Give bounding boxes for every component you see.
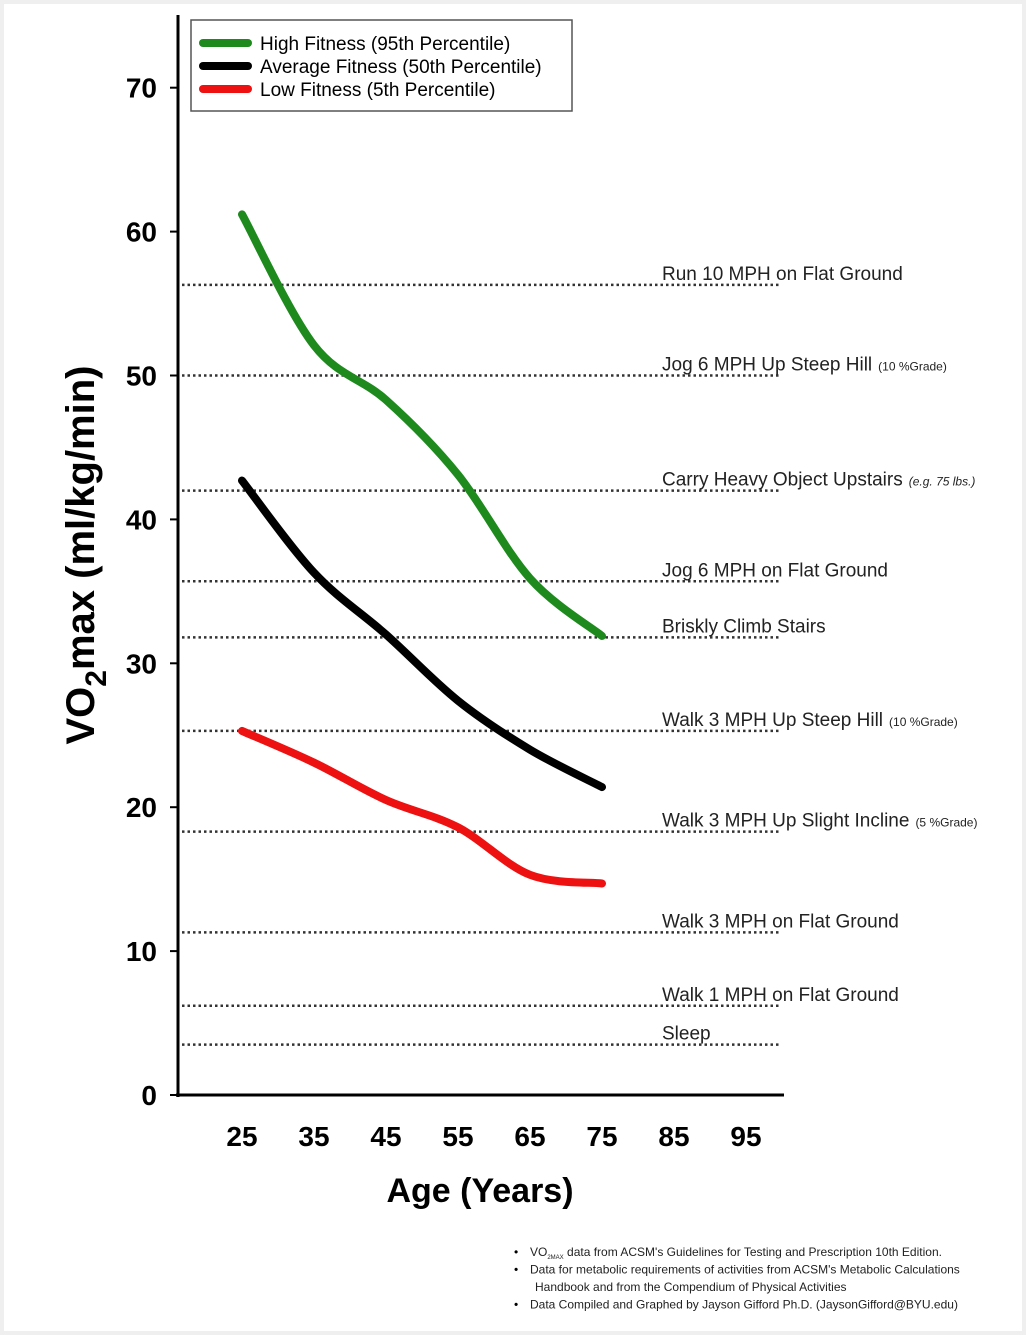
reference-label: Walk 3 MPH on Flat Ground xyxy=(662,911,899,932)
x-tick-label: 75 xyxy=(586,1121,617,1152)
footnote: Data Compiled and Graphed by Jayson Giff… xyxy=(530,1298,958,1312)
legend xyxy=(190,19,573,112)
x-tick-label: 25 xyxy=(226,1121,257,1152)
reference-label: Walk 3 MPH Up Steep Hill (10 %Grade) xyxy=(662,710,958,731)
x-tick-label: 55 xyxy=(442,1121,473,1152)
reference-label: Carry Heavy Object Upstairs (e.g. 75 lbs.… xyxy=(662,470,975,491)
y-tick-label: 40 xyxy=(126,504,157,535)
reference-label: Jog 6 MPH on Flat Ground xyxy=(662,560,888,581)
legend-entry: Low Fitness (5th Percentile) xyxy=(260,80,496,101)
reference-label: Walk 1 MPH on Flat Ground xyxy=(662,985,899,1006)
series-line-1 xyxy=(238,476,606,792)
x-tick-label: 45 xyxy=(370,1121,401,1152)
y-axis-label: VO2max (ml/kg/min) xyxy=(59,366,113,745)
y-tick-label: 0 xyxy=(141,1080,157,1111)
x-tick-label: 85 xyxy=(658,1121,689,1152)
x-tick-label: 95 xyxy=(730,1121,761,1152)
footnote-bullet: • xyxy=(514,1263,518,1277)
footnote: Data for metabolic requirements of activ… xyxy=(530,1263,960,1277)
footnote: VO2MAX data from ACSM's Guidelines for T… xyxy=(530,1245,942,1261)
x-tick-label: 35 xyxy=(298,1121,329,1152)
y-tick-label: 50 xyxy=(126,361,157,392)
footnote: Handbook and from the Compendium of Phys… xyxy=(535,1280,847,1294)
reference-label: Sleep xyxy=(662,1024,711,1045)
legend-entry: High Fitness (95th Percentile) xyxy=(260,34,510,55)
series-line-2 xyxy=(238,726,606,888)
footnote-bullet: • xyxy=(514,1245,518,1259)
reference-label: Briskly Climb Stairs xyxy=(662,616,826,637)
y-tick-label: 70 xyxy=(126,73,157,104)
y-tick-label: 30 xyxy=(126,648,157,679)
legend-entry: Average Fitness (50th Percentile) xyxy=(260,57,542,78)
reference-label: Run 10 MPH on Flat Ground xyxy=(662,264,903,285)
y-tick-label: 60 xyxy=(126,217,157,248)
x-axis-label: Age (Years) xyxy=(386,1172,573,1210)
chart-background xyxy=(4,4,1022,1331)
y-tick-label: 20 xyxy=(126,792,157,823)
series-line-0 xyxy=(238,210,606,640)
reference-label: Walk 3 MPH Up Slight Incline (5 %Grade) xyxy=(662,811,977,832)
x-tick-label: 65 xyxy=(514,1121,545,1152)
footnote-bullet: • xyxy=(514,1298,518,1312)
reference-label: Jog 6 MPH Up Steep Hill (10 %Grade) xyxy=(662,355,947,376)
y-tick-label: 10 xyxy=(126,936,157,967)
